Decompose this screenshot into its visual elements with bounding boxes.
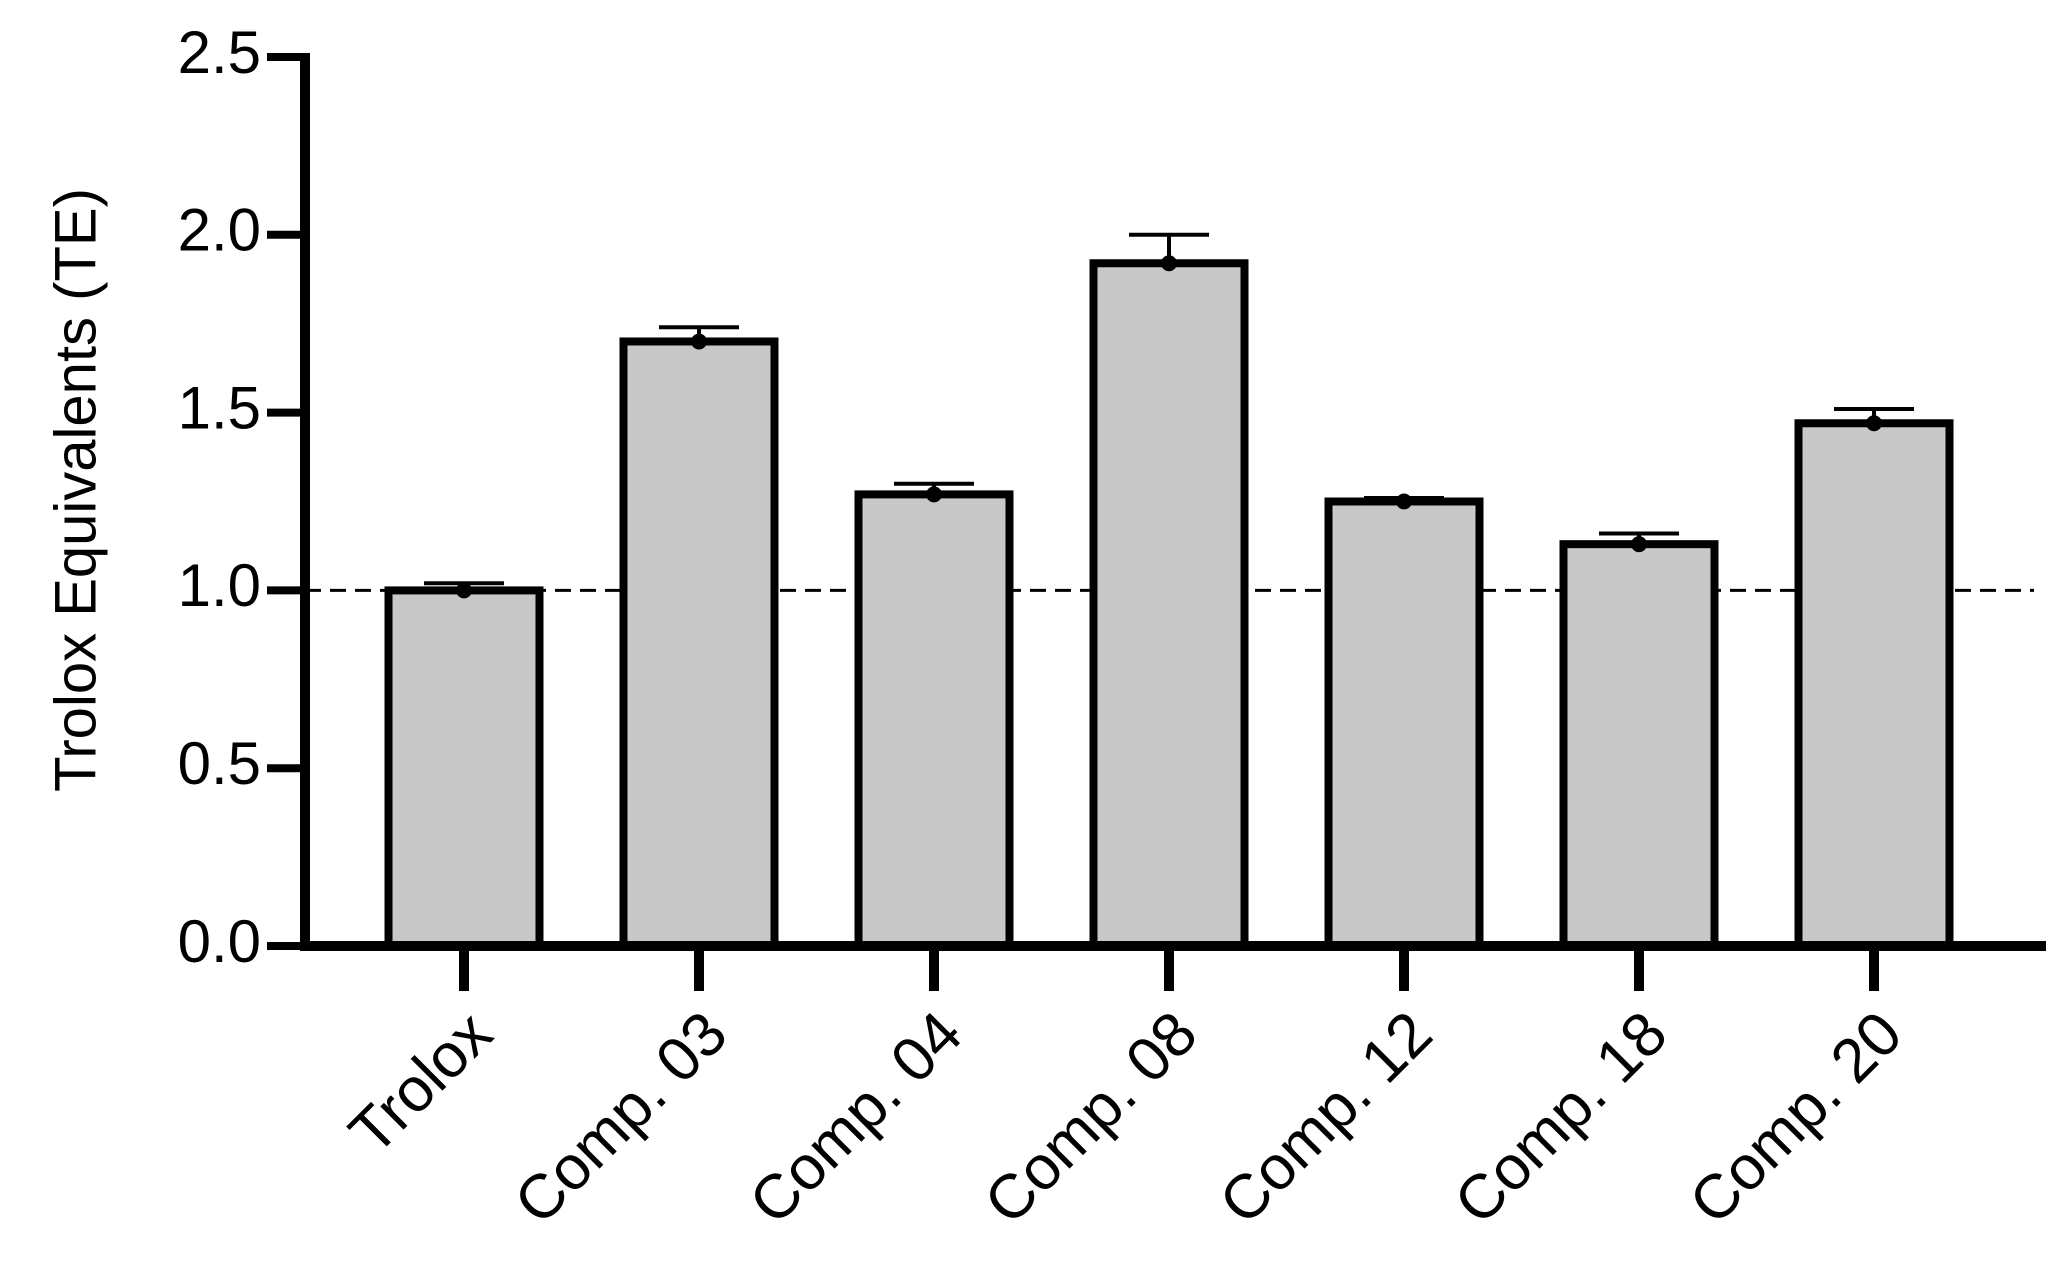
y-tick-label: 2.5: [178, 19, 261, 86]
x-tick-label: Comp. 08: [972, 999, 1211, 1238]
mean-dot: [1161, 255, 1177, 272]
mean-dot: [691, 333, 707, 350]
bar: [1794, 419, 1954, 950]
y-tick-label: 2.0: [178, 197, 261, 264]
mean-dot: [456, 582, 472, 599]
bar: [854, 490, 1014, 950]
bar: [1324, 497, 1484, 950]
bar: [384, 586, 544, 951]
mean-dot: [1396, 493, 1412, 510]
x-tick-label: Trolox: [337, 999, 506, 1168]
y-tick-label: 1.0: [178, 552, 261, 619]
y-tick-label: 0.5: [178, 730, 261, 797]
y-tick-label: 1.5: [178, 374, 261, 441]
y-tick-label: 0.0: [178, 908, 261, 975]
x-tick-label: Comp. 04: [737, 999, 976, 1238]
bar: [1089, 259, 1249, 950]
x-tick-label: Comp. 18: [1442, 999, 1681, 1238]
x-tick-label: Comp. 03: [502, 999, 741, 1238]
x-tick-label: Comp. 20: [1677, 999, 1916, 1238]
y-axis-label: Trolox Equivalents (TE): [43, 188, 108, 792]
mean-dot: [1631, 536, 1647, 553]
x-tick-label: Comp. 12: [1207, 999, 1446, 1238]
bar: [619, 337, 779, 951]
bar: [1559, 540, 1719, 950]
mean-dot: [926, 486, 942, 503]
mean-dot: [1866, 415, 1882, 432]
